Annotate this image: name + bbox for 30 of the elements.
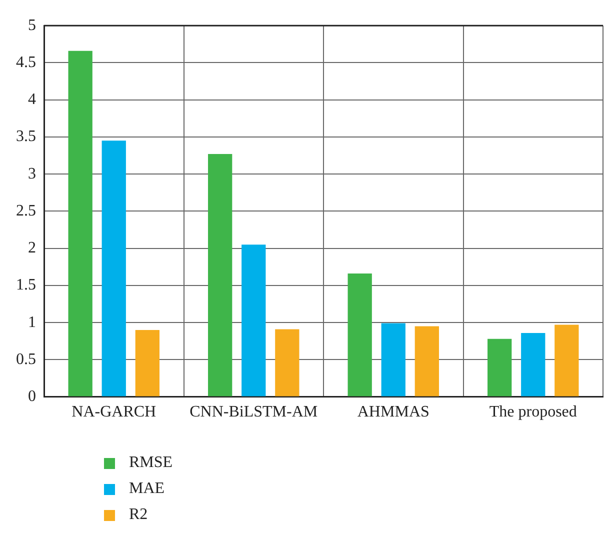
- bar: [102, 140, 126, 396]
- y-tick-label: 1: [28, 314, 36, 331]
- legend-label: R2: [129, 506, 148, 524]
- bar: [414, 326, 439, 396]
- x-tick-label: CNN-BiLSTM-AM: [190, 404, 318, 421]
- bar: [521, 332, 546, 396]
- x-tick-label: AHMMAS: [357, 404, 430, 421]
- x-tick-label: NA-GARCH: [72, 404, 157, 421]
- y-tick-label: 4: [28, 91, 36, 108]
- bar: [242, 244, 266, 396]
- bar: [68, 50, 92, 396]
- y-tick-label: 5: [28, 16, 36, 34]
- bar: [135, 330, 160, 396]
- y-tick-label: 0.5: [16, 350, 36, 368]
- y-tick-label: 1.5: [16, 276, 36, 294]
- bar: [488, 338, 512, 396]
- y-tick-label: 0: [28, 388, 36, 406]
- legend-label: MAE: [129, 480, 165, 498]
- y-tick-label: 3: [28, 165, 36, 182]
- bar: [381, 323, 406, 396]
- bar: [208, 154, 232, 396]
- bar: [275, 329, 300, 396]
- y-tick-label: 3.5: [16, 128, 36, 146]
- legend-label: RMSE: [129, 454, 173, 472]
- bar: [348, 274, 372, 396]
- y-tick-label: 2.5: [16, 202, 36, 220]
- y-tick-label: 4.5: [16, 54, 36, 71]
- x-tick-label: The proposed: [489, 404, 577, 421]
- bar: [554, 324, 579, 396]
- y-tick-label: 2: [28, 240, 36, 257]
